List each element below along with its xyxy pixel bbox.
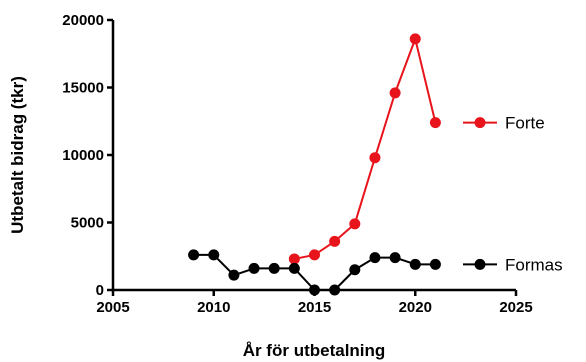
x-tick-label: 2025 — [499, 299, 532, 316]
data-point-forte — [329, 235, 341, 247]
data-point-formas — [248, 262, 260, 274]
y-tick-label: 20000 — [62, 12, 104, 29]
data-point-forte — [409, 33, 421, 45]
data-point-formas — [349, 264, 361, 276]
x-tick-label: 2010 — [197, 299, 230, 316]
data-point-forte — [389, 87, 401, 99]
data-point-formas — [288, 262, 300, 274]
data-point-formas — [208, 249, 220, 261]
y-axis-title: Utbetalt bidrag (tkr) — [8, 76, 27, 234]
data-point-formas — [409, 258, 421, 270]
x-axis-title: År för utbetalning — [243, 341, 386, 360]
y-tick-label: 5000 — [71, 215, 104, 232]
legend-label-forte: Forte — [505, 114, 545, 133]
data-point-forte — [309, 249, 320, 261]
data-point-forte — [429, 117, 441, 129]
y-tick-label: 10000 — [62, 147, 104, 164]
data-point-forte — [288, 253, 300, 265]
x-tick-label: 2005 — [96, 299, 129, 316]
data-point-formas — [309, 284, 320, 296]
x-tick-label: 2015 — [298, 299, 331, 316]
data-point-formas — [188, 249, 200, 261]
data-point-formas — [369, 252, 381, 264]
series-formas — [188, 249, 441, 296]
y-axis-ticks: 0 5000 10000 15000 20000 — [62, 12, 113, 299]
series-layer — [188, 33, 441, 296]
series-forte — [288, 33, 441, 265]
data-point-formas — [228, 269, 240, 281]
legend-marker-forte — [474, 117, 486, 129]
data-point-formas — [329, 284, 341, 296]
data-point-forte — [369, 152, 381, 164]
data-point-formas — [389, 252, 401, 264]
y-tick-label: 15000 — [62, 80, 104, 97]
data-point-formas — [268, 262, 280, 274]
legend: Forte Formas — [463, 114, 563, 274]
legend-marker-formas — [474, 258, 486, 270]
x-axis-ticks: 2005 2010 2015 2020 2025 — [96, 290, 533, 316]
x-tick-label: 2020 — [399, 299, 432, 316]
data-point-formas — [429, 258, 441, 270]
y-tick-label: 0 — [96, 282, 104, 299]
data-point-forte — [349, 218, 361, 230]
series-line-forte — [294, 37, 437, 260]
legend-label-formas: Formas — [505, 255, 563, 274]
